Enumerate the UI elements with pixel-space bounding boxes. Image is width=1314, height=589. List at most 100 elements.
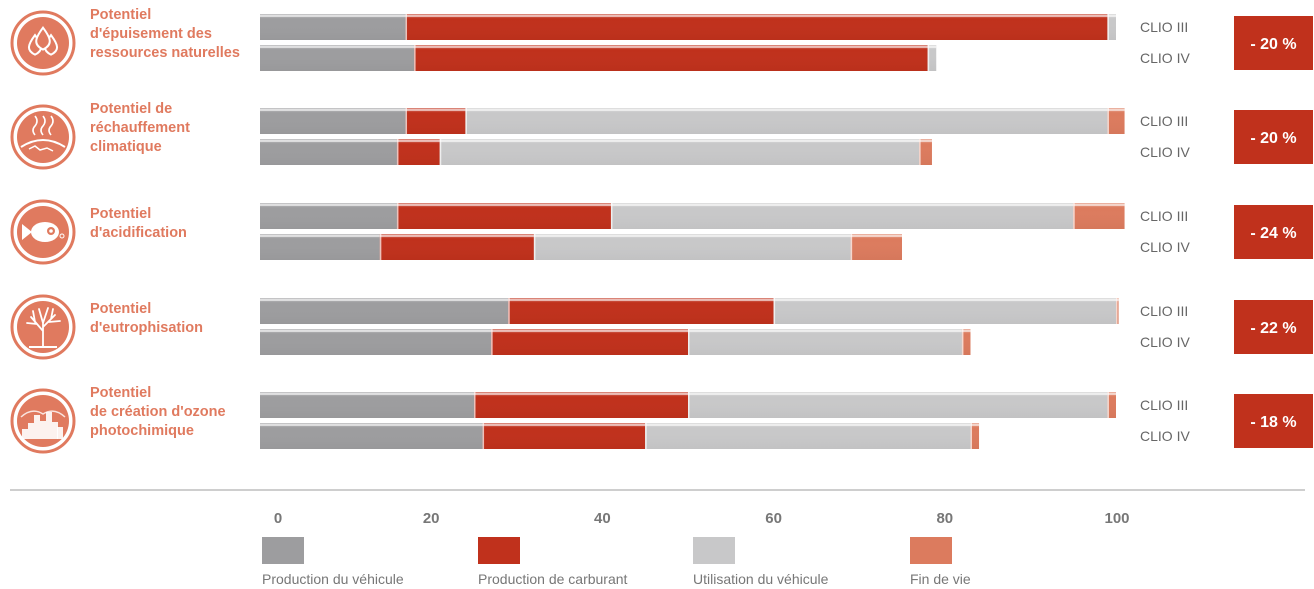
category-group: Potentiel de réchauffement climatique CLIO … [90, 101, 1313, 165]
bar-highlight [439, 139, 920, 165]
category-label-line: Potentiel [90, 206, 151, 222]
x-tick-label: 40 [594, 510, 611, 527]
bar-highlight [474, 392, 688, 418]
segment-divider [1107, 392, 1109, 418]
bar-top-edge [491, 330, 688, 332]
segment-divider [439, 139, 442, 165]
bar-highlight [533, 234, 851, 260]
bar-highlight [465, 108, 1108, 134]
segment-divider [491, 329, 493, 355]
row-label: CLIO III [1140, 303, 1188, 319]
bar-top-edge [970, 424, 980, 426]
segment-divider [850, 234, 853, 260]
bar-top-edge [688, 330, 962, 332]
icon-disc [17, 111, 69, 163]
badge-value: - 22 % [1250, 320, 1296, 337]
bar-highlight [260, 203, 397, 229]
bar-highlight [260, 14, 406, 40]
row-label: CLIO IV [1140, 334, 1190, 350]
segment-divider [970, 423, 972, 449]
bar-top-edge [645, 424, 971, 426]
bar-highlight [688, 392, 1108, 418]
x-tick-label: 100 [1104, 510, 1129, 527]
bar-top-edge [1107, 393, 1116, 395]
x-tick-label: 80 [936, 510, 953, 527]
water-drops-icon [10, 10, 76, 76]
segment-divider [474, 392, 476, 418]
bar-highlight [645, 423, 971, 449]
bar-highlight [491, 329, 688, 355]
bar-highlight [508, 298, 774, 324]
reduction-badge: - 20 % [1234, 16, 1313, 70]
segment-divider [482, 423, 485, 449]
legend-label: Utilisation du véhicule [693, 571, 829, 587]
globe-arc [20, 139, 66, 148]
segment-divider [465, 108, 467, 134]
category-label-line: d'eutrophisation [90, 320, 203, 336]
legend-label: Production du véhicule [262, 571, 404, 587]
bubble [59, 233, 65, 239]
continent-shape [28, 145, 54, 152]
bar-highlight [260, 139, 397, 165]
bar-top-edge [1107, 15, 1116, 17]
row-label: CLIO IV [1140, 239, 1190, 255]
heat-wave [48, 115, 54, 136]
category-label-line: ressources naturelles [90, 45, 240, 61]
segment-divider [773, 298, 776, 324]
category-label-line: Potentiel de [90, 101, 172, 117]
category-label-line: d'acidification [90, 225, 187, 241]
category-label: Potentiel d'épuisement des ressources natu… [90, 7, 240, 61]
legend-swatch [910, 537, 952, 564]
bar-highlight [405, 14, 1108, 40]
segment-divider [1107, 14, 1109, 40]
globe-heat-icon [10, 104, 76, 170]
bar-top-edge [260, 140, 397, 142]
bar-highlight [396, 139, 440, 165]
building-shape [57, 427, 63, 439]
bar-highlight [919, 139, 932, 165]
bar-highlight [1073, 203, 1125, 229]
segment-divider [961, 329, 964, 355]
bar-top-edge [405, 15, 1108, 17]
bar-top-edge [961, 330, 971, 332]
fish-tail [22, 224, 32, 240]
category-label-line: climatique [90, 139, 162, 155]
row-label: CLIO IV [1140, 144, 1190, 160]
bar-top-edge [379, 235, 534, 237]
bar-highlight [610, 203, 1074, 229]
legend-label: Production de carburant [478, 571, 628, 587]
tree-branches [26, 307, 61, 348]
fish-pupil [49, 229, 53, 233]
category-label: Potentiel de création d'ozone photochimiqu… [90, 385, 226, 439]
bar-top-edge [260, 235, 380, 237]
bar-top-edge [405, 109, 466, 111]
bar-top-edge [260, 330, 492, 332]
category-label-line: photochimique [90, 423, 194, 439]
row-label: CLIO III [1140, 208, 1188, 224]
bar-highlight [961, 329, 971, 355]
bar-highlight [405, 108, 466, 134]
bar-top-edge [260, 393, 474, 395]
badge-box [1234, 394, 1313, 448]
badge-box [1234, 16, 1313, 70]
bar-highlight [260, 423, 483, 449]
segment-divider [379, 234, 382, 260]
bar-highlight [260, 108, 406, 134]
category-label-line: d'épuisement des [90, 26, 212, 42]
bar-highlight [970, 423, 980, 449]
category-label: Potentiel d'eutrophisation [90, 301, 203, 336]
x-tick-label: 20 [423, 510, 440, 527]
bar-top-edge [260, 424, 483, 426]
bar-top-edge [850, 235, 902, 237]
bar-top-edge [474, 393, 688, 395]
x-tick-label: 60 [765, 510, 782, 527]
bar-highlight [260, 329, 492, 355]
segment-divider [1116, 298, 1118, 324]
row-label: CLIO IV [1140, 428, 1190, 444]
bar-highlight [260, 392, 474, 418]
segment-divider [919, 139, 921, 165]
bar-top-edge [610, 204, 1074, 206]
icon-ring [10, 104, 76, 170]
category-group: Potentiel d'épuisement des ressources natu… [90, 7, 1313, 71]
